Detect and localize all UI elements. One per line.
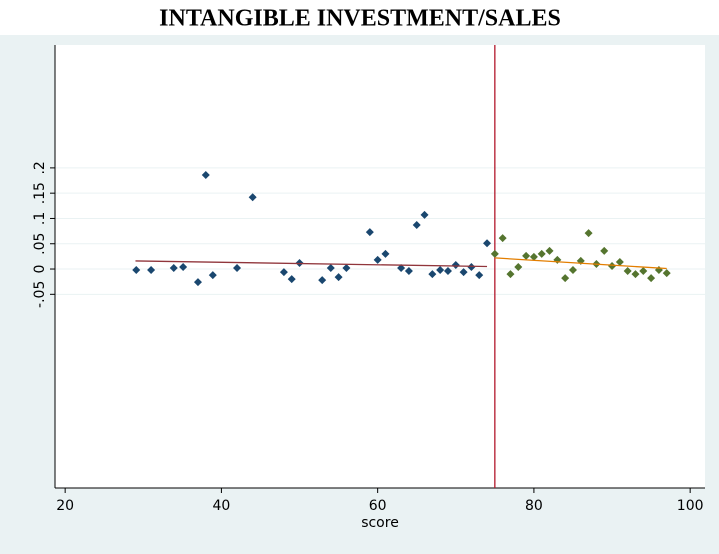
- point: [490, 249, 499, 258]
- point: [436, 266, 445, 275]
- chart-title: INTANGIBLE INVESTMENT/SALES: [159, 6, 561, 32]
- point: [201, 170, 210, 179]
- point: [248, 193, 257, 202]
- fit-line: [135, 260, 488, 268]
- y-tick-label: .2: [32, 161, 48, 174]
- point: [451, 260, 460, 269]
- x-axis-label: score: [361, 515, 399, 531]
- point: [287, 275, 296, 284]
- point: [373, 255, 382, 264]
- point: [397, 264, 406, 273]
- point: [522, 251, 531, 260]
- point: [318, 276, 327, 285]
- point: [639, 267, 648, 276]
- point: [459, 268, 468, 277]
- point: [326, 264, 335, 273]
- point: [179, 263, 188, 272]
- x-tick-label: 80: [525, 498, 543, 514]
- point: [233, 264, 242, 273]
- point: [600, 246, 609, 255]
- y-tick-label: -.05: [32, 281, 48, 308]
- x-tick-label: 20: [56, 498, 74, 514]
- point: [514, 263, 523, 272]
- point: [443, 267, 452, 276]
- y-tick-label: .1: [32, 212, 48, 225]
- point: [537, 249, 546, 258]
- point: [568, 266, 577, 275]
- point: [615, 257, 624, 266]
- point: [420, 210, 429, 219]
- point: [475, 271, 484, 280]
- point: [342, 264, 351, 273]
- point: [631, 270, 640, 279]
- point: [623, 267, 632, 276]
- point: [467, 263, 476, 272]
- point: [561, 274, 570, 283]
- point: [498, 234, 507, 243]
- point: [334, 273, 343, 282]
- point: [428, 270, 437, 279]
- x-tick-label: 100: [677, 498, 704, 514]
- point: [584, 229, 593, 238]
- fit-line: [494, 257, 667, 270]
- point: [208, 271, 217, 280]
- point: [647, 274, 656, 283]
- point: [365, 228, 374, 237]
- point: [608, 261, 617, 270]
- x-tick-label: 40: [212, 498, 230, 514]
- y-tick-label: 0: [32, 265, 48, 274]
- point: [483, 239, 492, 248]
- x-tick-label: 60: [369, 498, 387, 514]
- point: [545, 246, 554, 255]
- y-tick-label: .15: [32, 182, 48, 204]
- point: [662, 269, 671, 278]
- point: [381, 249, 390, 258]
- y-tick-label: .05: [32, 233, 48, 255]
- point: [279, 268, 288, 277]
- point: [506, 270, 515, 279]
- point: [132, 266, 141, 275]
- plot-region: [55, 45, 705, 488]
- point: [412, 221, 421, 230]
- point: [193, 278, 202, 287]
- point: [404, 267, 413, 276]
- point: [169, 264, 178, 273]
- point: [147, 266, 156, 275]
- point: [529, 252, 538, 261]
